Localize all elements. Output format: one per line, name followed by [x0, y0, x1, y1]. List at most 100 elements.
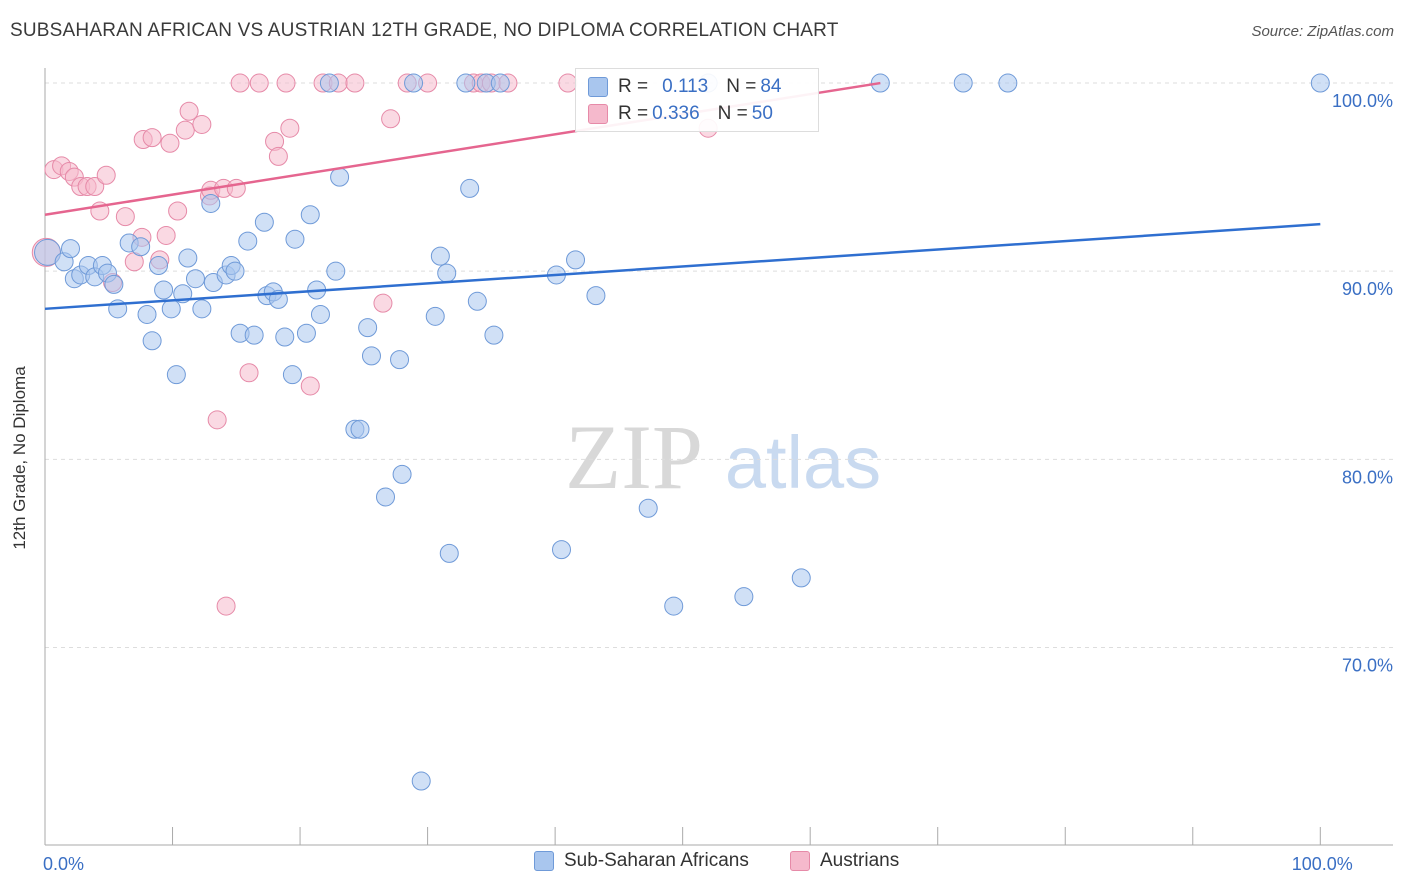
austrians-point	[300, 376, 320, 396]
austrians-points	[31, 73, 718, 616]
austrians-point	[156, 225, 176, 245]
sub-saharan-point	[166, 365, 186, 385]
sub-saharan-point	[161, 299, 181, 319]
austrians-point	[207, 410, 227, 430]
austrians-point	[160, 133, 180, 153]
stats-swatch-blue	[588, 77, 608, 97]
legend-label: Austrians	[820, 850, 900, 871]
y-tick-label: 80.0%	[1342, 467, 1393, 487]
sub-saharan-point	[484, 325, 504, 345]
austrians-point	[175, 120, 195, 140]
sub-saharan-point	[664, 596, 684, 616]
y-tick-label: 100.0%	[1332, 91, 1393, 111]
sub-saharan-point	[1310, 73, 1330, 93]
sub-saharan-point	[300, 205, 320, 225]
sub-saharan-point	[490, 73, 510, 93]
sub-saharan-point	[238, 231, 258, 251]
austrians-point	[168, 201, 188, 221]
legend-swatch-blue	[534, 851, 554, 871]
sub-saharan-points	[34, 73, 1330, 791]
sub-saharan-point	[296, 323, 316, 343]
sub-saharan-point	[225, 261, 245, 281]
stats-box: R = 0.113 N = 84 R = 0.336 N = 50	[575, 68, 819, 132]
stats-n-label: N =	[726, 76, 757, 97]
sub-saharan-point	[131, 237, 151, 257]
sub-saharan-point	[430, 246, 450, 266]
chart-legend: Sub-Saharan Africans Austrians	[0, 850, 1406, 880]
sub-saharan-point	[137, 304, 157, 324]
sub-saharan-point	[61, 239, 81, 259]
sub-saharan-point	[390, 350, 410, 370]
y-tick-label: 90.0%	[1342, 279, 1393, 299]
sub-saharan-point	[551, 540, 571, 560]
austrians-point	[381, 109, 401, 129]
sub-saharan-point	[350, 419, 370, 439]
sub-saharan-point	[566, 250, 586, 270]
stats-n-value: 84	[760, 76, 782, 97]
sub-saharan-point	[275, 327, 295, 347]
austrians-point	[249, 73, 269, 93]
sub-saharan-point	[201, 193, 221, 213]
x-tick-label: 0.0%	[43, 854, 84, 874]
sub-saharan-point	[326, 261, 346, 281]
axes	[44, 68, 1393, 846]
sub-saharan-point	[411, 771, 431, 791]
sub-saharan-point	[953, 73, 973, 93]
sub-saharan-point	[154, 280, 174, 300]
legend-item-austrians[interactable]: Austrians	[790, 850, 899, 872]
y-tick-label: 70.0%	[1342, 655, 1393, 675]
sub-saharan-point	[285, 229, 305, 249]
sub-saharan-point	[254, 212, 274, 232]
sub-saharan-point	[192, 299, 212, 319]
stats-r-value: 0.113	[662, 76, 709, 97]
sub-saharan-point	[404, 73, 424, 93]
sub-saharan-point	[142, 331, 162, 351]
austrians-point	[373, 293, 393, 313]
austrians-point	[239, 363, 259, 383]
sub-saharan-point	[358, 318, 378, 338]
sub-saharan-point	[998, 73, 1018, 93]
stats-n-label: N =	[717, 103, 748, 124]
sub-saharan-point	[330, 167, 350, 187]
sub-saharan-point	[244, 325, 264, 345]
sub-saharan-point	[268, 289, 288, 309]
sub-saharan-point	[34, 238, 62, 266]
austrians-point	[179, 101, 199, 121]
sub-saharan-point	[376, 487, 396, 507]
stats-swatch-pink	[588, 104, 608, 124]
legend-item-sub-saharan[interactable]: Sub-Saharan Africans	[534, 850, 749, 872]
source-credit: Source: ZipAtlas.com	[1251, 23, 1394, 40]
sub-saharan-point	[638, 498, 658, 518]
watermark: ZIP atlas	[565, 406, 881, 508]
austrians-point	[115, 207, 135, 227]
sub-saharan-point	[185, 269, 205, 289]
x-tick-label: 100.0%	[1292, 854, 1353, 874]
stats-n-value: 50	[751, 103, 773, 124]
sub-saharan-point	[319, 73, 339, 93]
austrians-point	[85, 177, 105, 197]
sub-saharan-point	[149, 256, 169, 276]
sub-saharan-point	[392, 464, 412, 484]
sub-saharan-point	[437, 263, 457, 283]
legend-swatch-pink	[790, 851, 810, 871]
austrians-point	[226, 178, 246, 198]
austrians-point	[280, 118, 300, 138]
austrians-point	[276, 73, 296, 93]
sub-saharan-point	[456, 73, 476, 93]
sub-saharan-point	[361, 346, 381, 366]
sub-saharan-point	[439, 543, 459, 563]
sub-saharan-point	[734, 587, 754, 607]
stats-r-value: 0.336	[652, 103, 700, 124]
sub-saharan-point	[282, 365, 302, 385]
legend-label: Sub-Saharan Africans	[564, 850, 749, 871]
sub-saharan-point	[791, 568, 811, 588]
sub-saharan-point	[178, 248, 198, 268]
sub-saharan-point	[310, 304, 330, 324]
austrians-point	[216, 596, 236, 616]
sub-saharan-point	[467, 291, 487, 311]
sub-saharan-point	[104, 274, 124, 294]
sub-saharan-point	[460, 178, 480, 198]
austrians-point	[345, 73, 365, 93]
austrians-point	[96, 165, 116, 185]
